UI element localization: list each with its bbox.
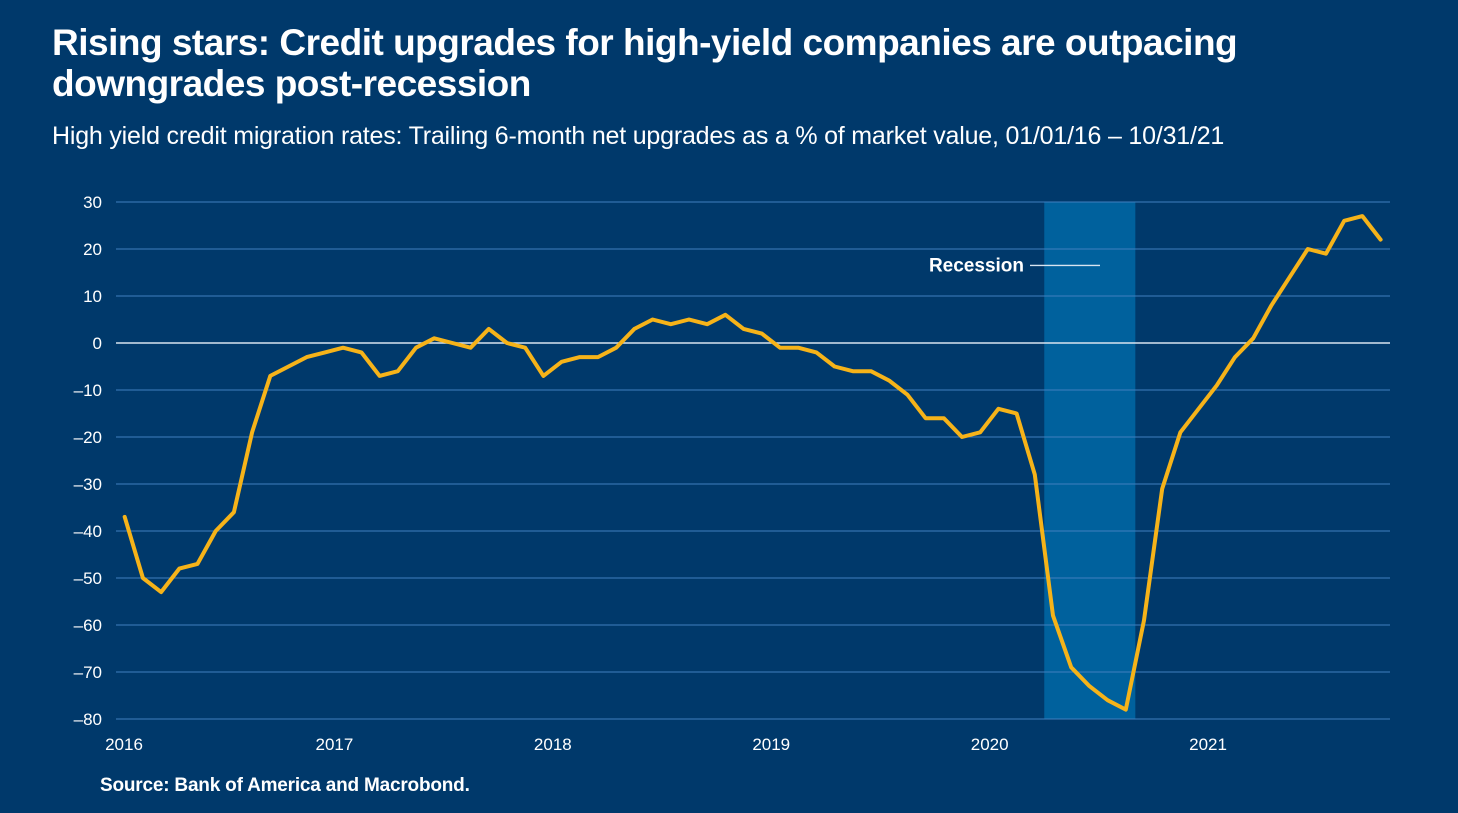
y-tick-label: –40 — [74, 522, 102, 541]
y-tick-label: –30 — [74, 475, 102, 494]
x-tick-label: 2018 — [534, 735, 572, 754]
y-tick-label: 0 — [93, 334, 102, 353]
y-tick-label: –10 — [74, 381, 102, 400]
chart-title: Rising stars: Credit upgrades for high-y… — [52, 22, 1238, 104]
source-note: Source: Bank of America and Macrobond. — [100, 775, 470, 796]
x-tick-label: 2020 — [971, 735, 1009, 754]
series-line — [122, 214, 1383, 712]
y-tick-label: –60 — [74, 616, 102, 635]
x-tick-label: 2016 — [105, 735, 143, 754]
recession-label: Recession — [929, 255, 1024, 276]
y-tick-label: –80 — [74, 710, 102, 729]
x-tick-label: 2017 — [315, 735, 353, 754]
y-tick-label: 30 — [83, 193, 102, 212]
y-tick-label: –20 — [74, 428, 102, 447]
recession-band — [1044, 202, 1136, 719]
chart-subtitle: High yield credit migration rates: Trail… — [52, 122, 1225, 150]
x-tick-label: 2021 — [1189, 735, 1227, 754]
y-tick-label: 20 — [83, 240, 102, 259]
y-tick-label: –50 — [74, 569, 102, 588]
y-tick-label: 10 — [83, 287, 102, 306]
x-tick-label: 2019 — [752, 735, 790, 754]
y-tick-label: –70 — [74, 663, 102, 682]
